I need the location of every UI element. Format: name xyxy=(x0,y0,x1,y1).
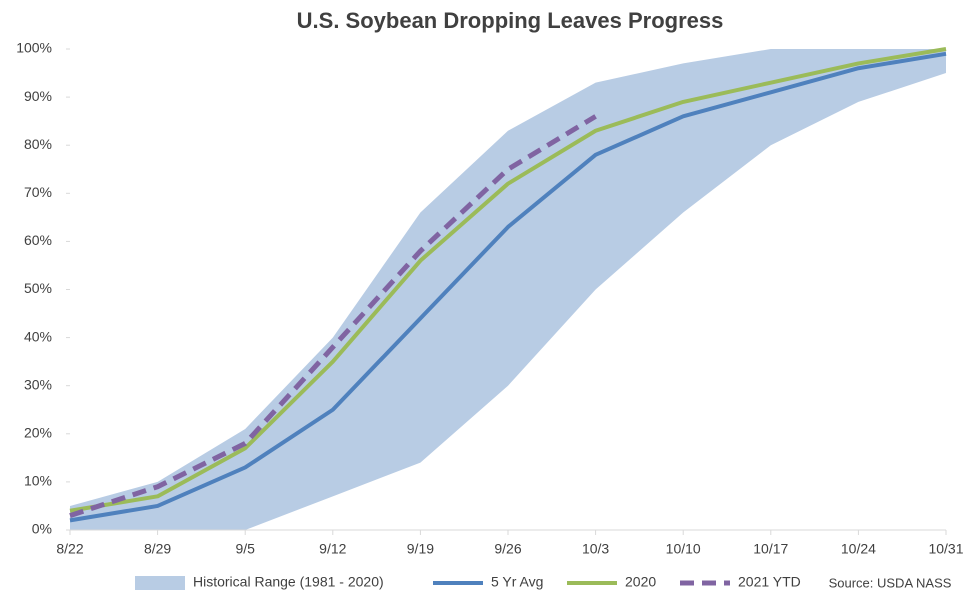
legend-label: Historical Range (1981 - 2020) xyxy=(193,574,384,590)
x-tick-label: 8/22 xyxy=(56,541,83,557)
x-tick-label: 10/24 xyxy=(841,541,876,557)
y-tick-label: 0% xyxy=(32,521,52,537)
x-tick-label: 10/31 xyxy=(928,541,963,557)
source-note: Source: USDA NASS xyxy=(829,575,952,590)
y-tick-label: 50% xyxy=(24,280,52,296)
chart-title: U.S. Soybean Dropping Leaves Progress xyxy=(297,8,724,33)
x-tick-label: 10/3 xyxy=(582,541,609,557)
x-tick-label: 9/5 xyxy=(235,541,255,557)
series-line xyxy=(69,114,597,518)
legend-label: 5 Yr Avg xyxy=(491,574,543,590)
y-tick-label: 70% xyxy=(24,184,52,200)
x-tick-label: 9/12 xyxy=(319,541,346,557)
y-tick-label: 30% xyxy=(24,376,52,392)
legend-label: 2020 xyxy=(625,574,656,590)
series-line xyxy=(69,51,947,523)
range-band xyxy=(70,49,946,530)
x-tick-label: 9/26 xyxy=(494,541,521,557)
x-tick-label: 10/10 xyxy=(666,541,701,557)
x-tick-label: 8/29 xyxy=(144,541,171,557)
legend-swatch xyxy=(135,576,185,590)
y-tick-label: 100% xyxy=(16,40,52,56)
x-tick-label: 10/17 xyxy=(753,541,788,557)
y-tick-label: 80% xyxy=(24,136,52,152)
y-tick-label: 90% xyxy=(24,88,52,104)
y-tick-label: 10% xyxy=(24,473,52,489)
series-line xyxy=(69,47,947,513)
x-tick-label: 9/19 xyxy=(407,541,434,557)
y-tick-label: 40% xyxy=(24,328,52,344)
y-tick-label: 60% xyxy=(24,232,52,248)
legend-label: 2021 YTD xyxy=(738,574,801,590)
y-tick-label: 20% xyxy=(24,425,52,441)
